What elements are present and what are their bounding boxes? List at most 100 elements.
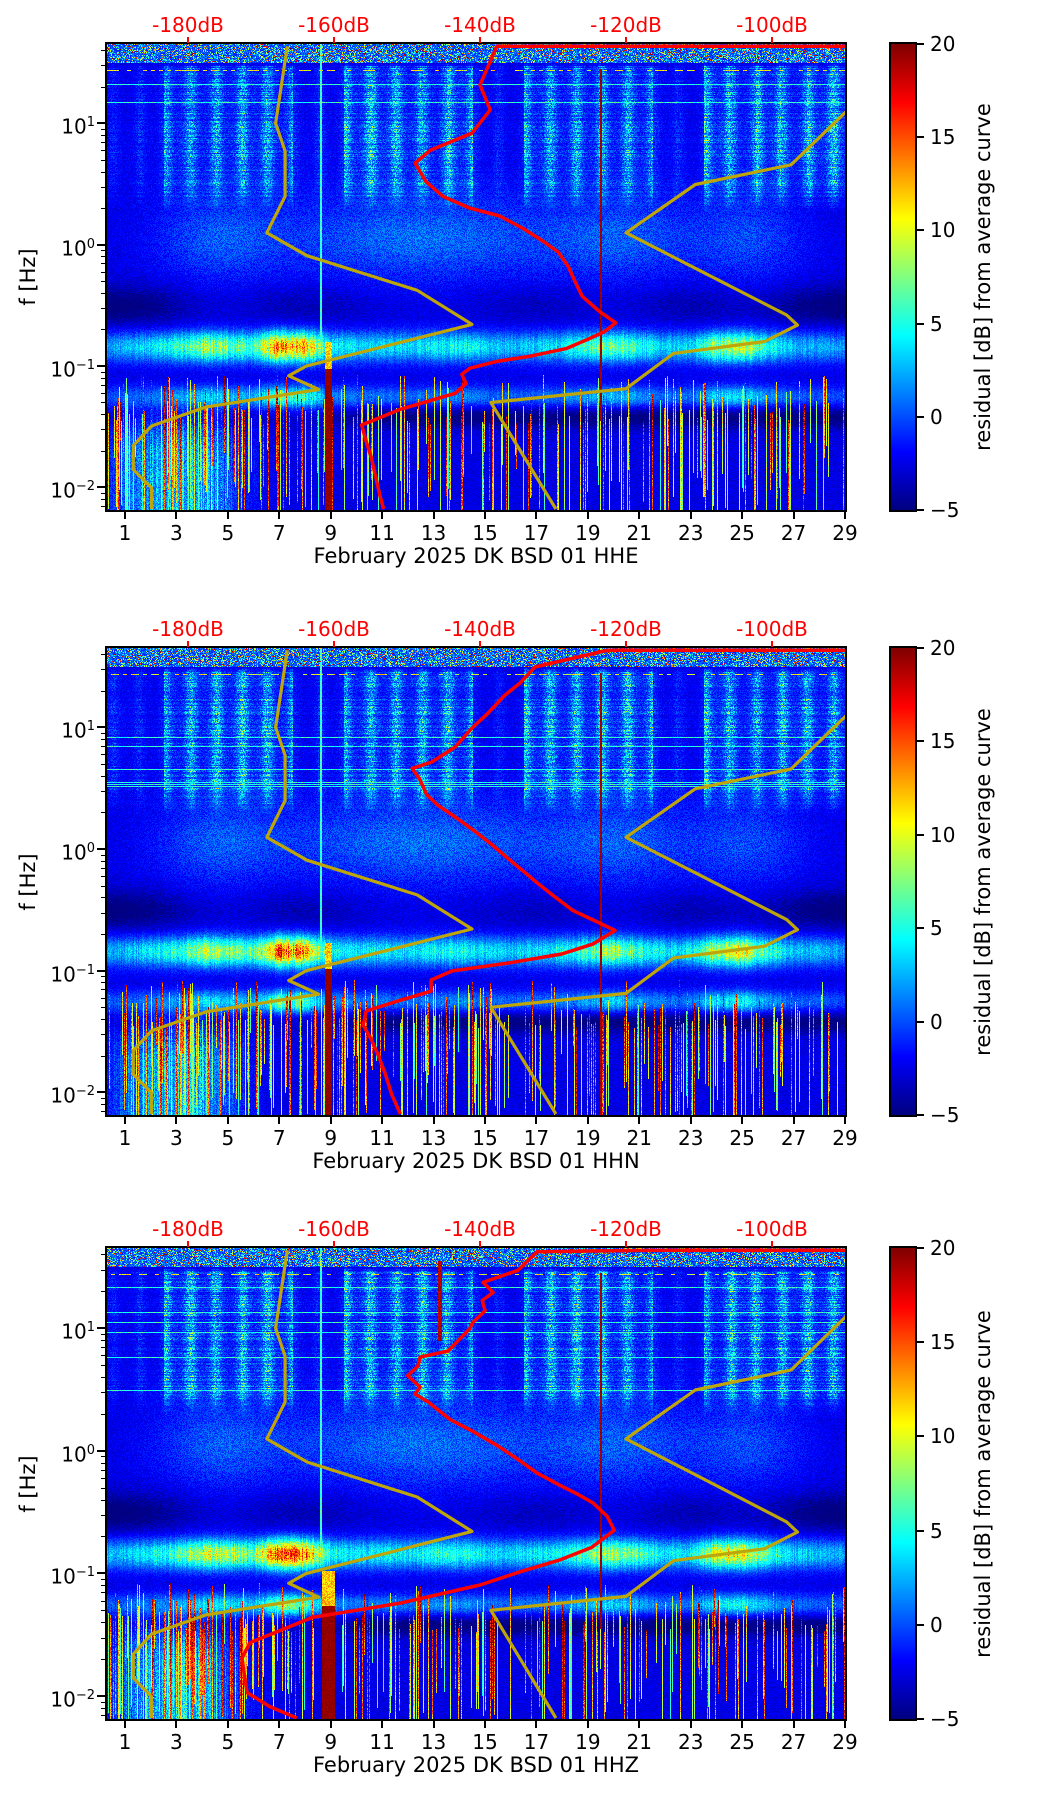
colorbar-tick <box>917 1020 924 1023</box>
y-minor-tick <box>101 150 105 152</box>
y-tick-label: 10−2 <box>50 1687 95 1712</box>
x-tick <box>124 512 126 519</box>
top-db-tick-label: -140dB <box>444 13 516 37</box>
colorbar-tick <box>917 1114 924 1116</box>
x-tick <box>278 1117 281 1124</box>
x-tick-label: 5 <box>221 1126 235 1150</box>
colorbar-tick-label: 15 <box>930 125 956 150</box>
colorbar-tick-label: −5 <box>930 498 960 522</box>
y-minor-tick <box>101 1291 105 1293</box>
x-tick-label: 17 <box>523 1126 550 1150</box>
y-tick <box>97 122 105 125</box>
y-minor-tick <box>101 669 105 671</box>
x-tick <box>689 1721 692 1728</box>
y-minor-tick <box>101 732 105 734</box>
x-tick <box>381 512 384 519</box>
x-tick-label: 15 <box>472 521 498 545</box>
y-axis-label: f [Hz] <box>16 1454 40 1513</box>
x-tick <box>278 512 281 519</box>
y-tick <box>97 1572 105 1575</box>
colorbar-tick <box>917 229 924 232</box>
x-tick <box>689 512 692 519</box>
y-tick <box>97 364 105 367</box>
x-tick-label: 15 <box>472 1126 498 1150</box>
y-minor-tick <box>101 1034 105 1036</box>
colorbar-tick <box>917 1341 924 1344</box>
x-tick <box>689 1117 692 1124</box>
top-db-tick <box>187 37 189 43</box>
x-tick <box>535 1721 538 1728</box>
y-minor-tick <box>101 1055 105 1057</box>
x-tick-label: 9 <box>324 1126 338 1150</box>
colorbar-tick-label: 20 <box>930 1236 956 1260</box>
x-tick-label: 27 <box>780 521 807 545</box>
colorbar-tick <box>917 927 924 930</box>
top-db-tick <box>333 37 335 43</box>
x-tick-label: 23 <box>677 521 704 545</box>
x-tick <box>124 1117 126 1124</box>
y-minor-tick <box>101 1514 105 1516</box>
x-tick <box>278 1721 281 1728</box>
y-minor-tick <box>101 1376 105 1378</box>
x-tick-label: 3 <box>170 1126 183 1150</box>
y-minor-tick <box>101 1269 105 1271</box>
x-tick-label: 7 <box>272 1126 286 1150</box>
colorbar-tick-label: 5 <box>930 1518 943 1543</box>
x-tick-label: 1 <box>118 521 132 545</box>
x-tick-label: 7 <box>272 521 286 545</box>
y-tick-label: 101 <box>61 1319 95 1344</box>
colorbar-tick <box>917 833 924 836</box>
colorbar-tick-label: −5 <box>930 1103 960 1127</box>
y-tick <box>97 1695 105 1698</box>
y-minor-tick <box>101 414 105 416</box>
x-tick-label: 15 <box>472 1730 498 1754</box>
colorbar-tick-label: 10 <box>930 218 956 243</box>
colorbar-tick <box>917 415 924 418</box>
y-minor-tick <box>101 429 105 431</box>
panel-title-hhz: February 2025 DK BSD 01 HHZ <box>312 1753 640 1777</box>
x-tick <box>381 1117 384 1124</box>
y-minor-tick <box>101 976 105 978</box>
top-db-tick-label: -180dB <box>152 13 224 37</box>
x-tick <box>638 512 641 519</box>
top-db-tick <box>771 37 773 43</box>
top-db-tick <box>771 1241 773 1247</box>
y-minor-tick <box>101 1111 105 1113</box>
x-tick-label: 21 <box>626 1730 652 1754</box>
x-tick-label: 27 <box>780 1126 807 1150</box>
colorbar-tick-label: 0 <box>930 1612 943 1637</box>
y-minor-tick <box>101 1659 105 1661</box>
y-minor-tick <box>101 50 105 52</box>
y-minor-tick <box>101 860 105 862</box>
x-tick-label: 29 <box>832 521 858 545</box>
y-minor-tick <box>101 250 105 252</box>
x-tick <box>844 1721 846 1728</box>
top-db-tick <box>479 37 481 43</box>
top-db-tick-label: -100dB <box>736 13 808 37</box>
colorbar-tick-label: 15 <box>930 729 956 754</box>
y-minor-tick <box>101 739 105 741</box>
y-minor-tick <box>101 997 105 999</box>
y-minor-tick <box>101 142 105 144</box>
y-minor-tick <box>101 271 105 273</box>
x-tick <box>586 512 589 519</box>
nlnm-curve <box>131 649 474 1114</box>
y-minor-tick <box>101 654 105 656</box>
y-tick <box>97 243 105 246</box>
y-minor-tick <box>101 775 105 777</box>
y-minor-tick <box>101 1392 105 1394</box>
colorbar-tick-label: 20 <box>930 636 956 660</box>
x-tick-label: 21 <box>626 521 652 545</box>
y-minor-tick <box>101 1477 105 1479</box>
top-db-tick-label: -140dB <box>444 1217 516 1241</box>
nhnm-curve <box>489 110 845 510</box>
top-db-tick <box>187 641 189 647</box>
top-db-tick <box>479 1241 481 1247</box>
y-minor-tick <box>101 1499 105 1501</box>
y-tick-label: 10−1 <box>50 357 95 382</box>
colorbar-tick <box>917 647 924 649</box>
colorbar-tick <box>917 1247 924 1249</box>
y-minor-tick <box>101 1413 105 1415</box>
x-tick <box>226 1117 229 1124</box>
y-minor-tick <box>101 499 105 501</box>
